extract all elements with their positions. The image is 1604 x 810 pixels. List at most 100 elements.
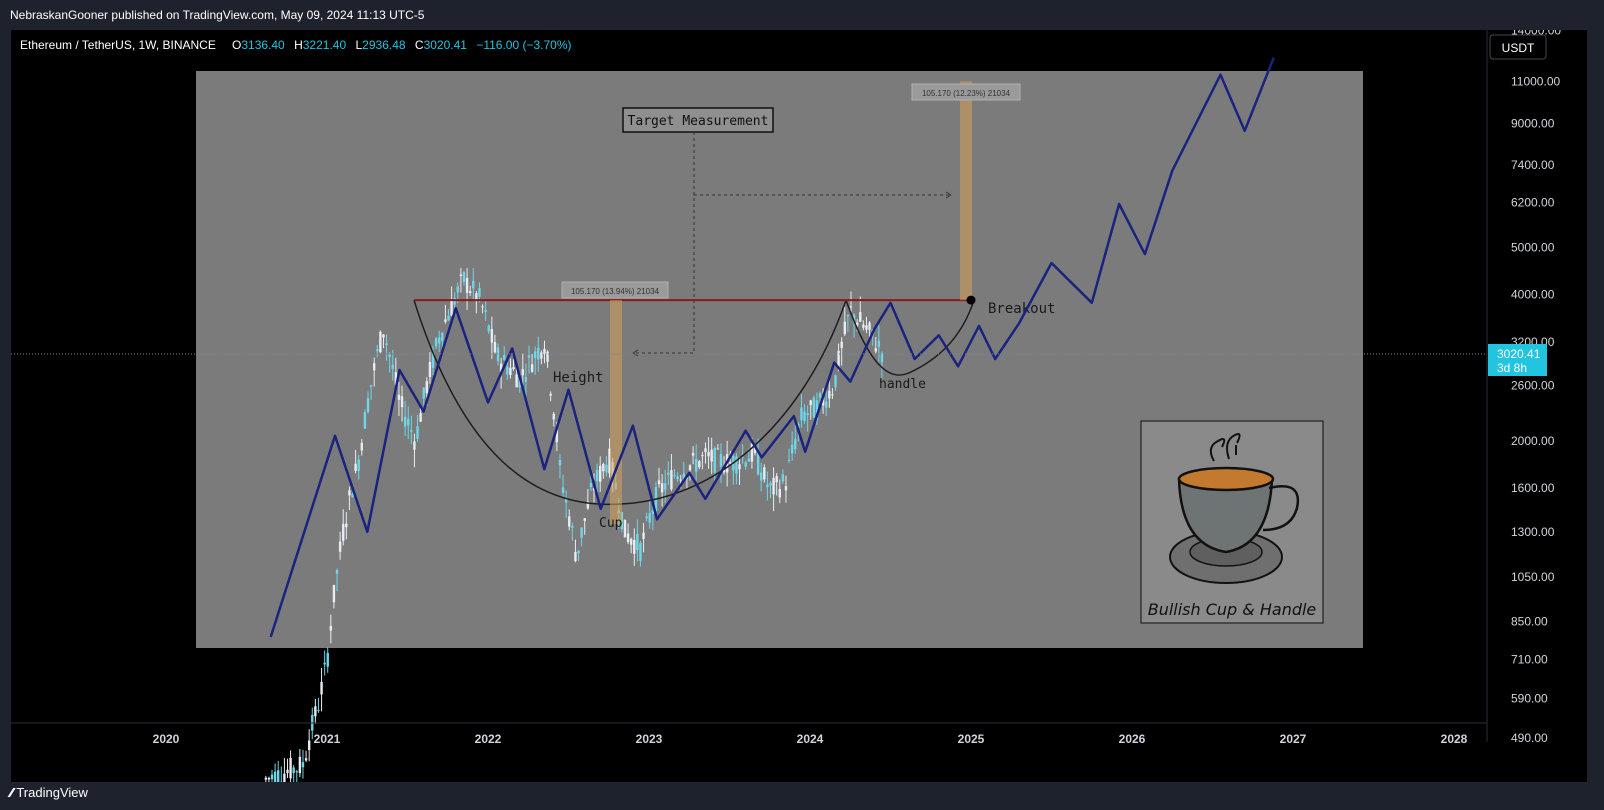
- candle-body: [818, 393, 822, 398]
- candle-body: [629, 539, 633, 545]
- candle-body: [447, 315, 450, 321]
- candle-body: [270, 774, 274, 780]
- price-tick-label: 850.00: [1511, 615, 1548, 629]
- candle-body: [840, 341, 843, 349]
- candle-body: [775, 476, 778, 483]
- target-measurement-box: [622, 107, 774, 133]
- height-measure-bar: [610, 300, 622, 524]
- candle-body: [332, 584, 336, 603]
- candle-body: [583, 518, 586, 521]
- candle-body: [880, 352, 884, 363]
- candle-body: [540, 352, 543, 359]
- price-tag-countdown: 3d 8h: [1497, 361, 1527, 375]
- candle-body: [688, 465, 692, 471]
- price-tick-label: 2000.00: [1511, 434, 1555, 448]
- candle-body: [626, 533, 630, 543]
- candle-body: [763, 467, 766, 480]
- candle-body: [877, 340, 881, 347]
- measure-left-label: 105.170 (13.94%) 21034: [571, 287, 660, 296]
- candle-body: [326, 652, 329, 667]
- price-tick-label: 5000.00: [1511, 241, 1555, 255]
- currency-button[interactable]: USDT: [1502, 41, 1535, 55]
- candle-body: [713, 447, 716, 473]
- price-tick-label: 9000.00: [1511, 117, 1555, 131]
- candle-body: [379, 331, 382, 353]
- candle-body: [623, 519, 627, 538]
- candle-body: [286, 769, 289, 774]
- candle-body: [298, 756, 302, 774]
- breakout-label: Breakout: [988, 301, 1055, 317]
- symbol-title[interactable]: Ethereum / TetherUS, 1W, BINANCE: [20, 38, 216, 52]
- candle-body: [753, 447, 757, 453]
- candle-body: [580, 527, 583, 538]
- cup-body: [1177, 477, 1274, 554]
- candle-body: [431, 351, 435, 368]
- candle-body: [487, 325, 490, 332]
- candle-body: [859, 312, 862, 322]
- candle-body: [595, 470, 599, 482]
- price-tick-label: 710.00: [1511, 653, 1548, 667]
- time-axis[interactable]: 2020 2021 2022 2023 2024 2025 2026 2027 2028: [153, 732, 1468, 746]
- time-tick-label: 2022: [475, 732, 502, 746]
- price-tick-label: 7400.00: [1511, 158, 1555, 172]
- breakout-dot: [966, 295, 976, 305]
- price-axis[interactable]: 14000.00 11000.00 9000.00 7400.00 6200.00 500…: [1511, 30, 1561, 745]
- candle-body: [741, 456, 744, 458]
- price-tag-value: 3020.41: [1497, 347, 1541, 361]
- candle-body: [546, 351, 549, 362]
- chart-area[interactable]: 105.170 (13.94%) 21034 105.170 (12.23%) 2…: [11, 30, 1587, 782]
- candle-body: [403, 416, 407, 427]
- candle-body: [348, 490, 351, 496]
- candle-body: [292, 767, 295, 774]
- candle-body: [314, 706, 317, 717]
- candle-body: [790, 444, 794, 454]
- time-tick-label: 2027: [1280, 732, 1307, 746]
- candle-body: [670, 470, 673, 490]
- eth-weekly-chart[interactable]: 105.170 (13.94%) 21034 105.170 (12.23%) 2…: [11, 30, 1587, 782]
- time-tick-label: 2021: [314, 732, 341, 746]
- candle-body: [781, 474, 785, 482]
- price-tick-label: 1300.00: [1511, 525, 1555, 539]
- tradingview-brand[interactable]: ⁄⁄ TradingView: [10, 785, 88, 800]
- candle-body: [530, 364, 534, 372]
- candle-body: [865, 325, 868, 330]
- candle-body: [453, 298, 456, 305]
- tradingview-logo-icon: ⁄⁄: [10, 785, 14, 800]
- candle-body: [295, 771, 298, 773]
- candle-body: [444, 319, 447, 322]
- candle-body: [574, 552, 577, 562]
- candle-body: [589, 483, 593, 488]
- price-tick-label: 1050.00: [1511, 570, 1555, 584]
- candle-body: [564, 498, 568, 503]
- low-label: L: [355, 38, 362, 52]
- candle-body: [568, 516, 571, 527]
- cup-handle: [1262, 485, 1300, 532]
- candle-body: [407, 418, 410, 426]
- close-label: C: [415, 38, 424, 52]
- open-value: 3136.40: [241, 38, 285, 52]
- projection-path: [269, 57, 1275, 638]
- currency-button-bg[interactable]: [1489, 34, 1547, 60]
- candle-body: [855, 322, 859, 326]
- candle-body: [289, 757, 292, 779]
- candle-body: [342, 523, 345, 541]
- candle-body: [506, 366, 509, 375]
- candle-body: [400, 396, 404, 408]
- price-tick-label: 590.00: [1511, 692, 1548, 706]
- candle-body: [664, 483, 667, 490]
- candle-body: [809, 400, 812, 406]
- candle-body: [868, 322, 871, 330]
- candle-body: [372, 363, 376, 371]
- candle-body: [862, 324, 865, 328]
- candle-body: [527, 355, 531, 358]
- candle-body: [416, 426, 419, 439]
- time-tick-label: 2024: [797, 732, 824, 746]
- candle-body: [524, 377, 528, 382]
- candle-body: [283, 773, 286, 782]
- candle-body: [351, 493, 354, 498]
- candle-body: [277, 770, 280, 782]
- candle-body: [849, 306, 853, 308]
- candle-body: [710, 449, 713, 462]
- candle-body: [543, 348, 546, 355]
- time-tick-label: 2025: [958, 732, 985, 746]
